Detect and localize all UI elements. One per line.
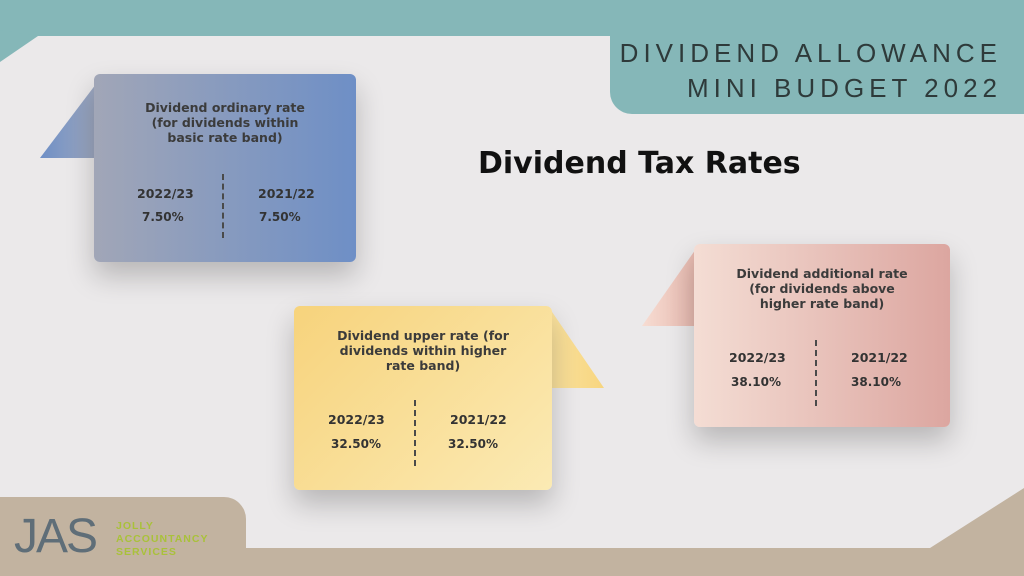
divider [222,174,224,238]
rate-right: 38.10% [851,375,901,389]
card-title-line: basic rate band) [167,130,283,145]
header-line-1: DIVIDEND ALLOWANCE [619,38,1002,68]
year-right: 2021/22 [851,350,908,365]
card-title-line: Dividend upper rate (for [337,328,509,343]
rate-right: 7.50% [259,210,301,224]
blue-card-tab [40,84,96,158]
page-title: Dividend Tax Rates [478,146,801,181]
logo-text-line-1: JOLLY [116,520,154,532]
year-left: 2022/23 [137,186,194,201]
card-title: Dividend additional rate (for dividends … [694,266,950,311]
year-right: 2021/22 [450,412,507,427]
upper-rate-card: Dividend upper rate (for dividends withi… [294,306,552,490]
bottom-right-tan-wedge [930,488,1024,548]
bottom-tan-band [240,548,1024,576]
logo-text-line-2: ACCOUNTANCY [116,533,209,545]
card-title-line: (for dividends within [151,115,299,130]
divider [815,340,817,406]
pink-card-tab [642,246,698,326]
card-title-line: higher rate band) [759,296,885,311]
year-left: 2022/23 [729,350,786,365]
logo-text-line-3: SERVICES [116,546,177,558]
header-banner: DIVIDEND ALLOWANCE MINI BUDGET 2022 [610,30,1024,114]
rate-left: 7.50% [142,210,184,224]
card-title: Dividend ordinary rate (for dividends wi… [94,100,356,145]
top-teal-band [0,0,1024,36]
card-title-line: (for dividends above [749,281,895,296]
card-title-line: Dividend additional rate [736,266,908,281]
top-left-teal-corner [0,30,38,62]
card-title-line: rate band) [385,358,461,373]
footer-logo-panel: JAS JOLLY ACCOUNTANCY SERVICES [0,497,246,576]
rate-left: 32.50% [331,437,381,451]
header-line-2: MINI BUDGET 2022 [686,73,1002,103]
rate-left: 38.10% [731,375,781,389]
card-title: Dividend upper rate (for dividends withi… [294,328,552,373]
ordinary-rate-card: Dividend ordinary rate (for dividends wi… [94,74,356,262]
year-left: 2022/23 [328,412,385,427]
company-logo-mark: JAS [14,510,98,563]
year-right: 2021/22 [258,186,315,201]
additional-rate-card: Dividend additional rate (for dividends … [694,244,950,427]
divider [414,400,416,466]
card-title-line: Dividend ordinary rate [145,100,305,115]
card-title-line: dividends within higher [339,343,507,358]
yellow-card-tab [548,306,604,388]
rate-right: 32.50% [448,437,498,451]
